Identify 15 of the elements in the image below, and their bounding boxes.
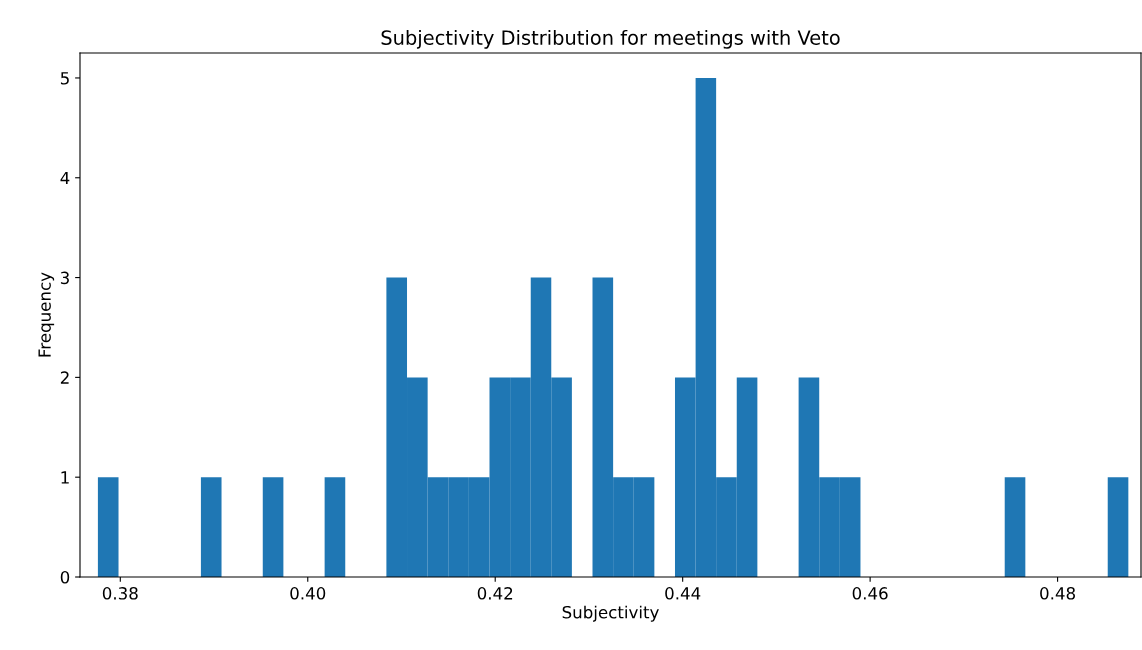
- y-tick-label: 2: [60, 371, 69, 384]
- chart-title: Subjectivity Distribution for meetings with Veto: [381, 29, 840, 49]
- y-tick-label: 5: [60, 72, 69, 85]
- x-axis-title: Subjectivity: [562, 605, 659, 622]
- x-tick-label: 0.44: [665, 587, 701, 600]
- x-tick-label: 0.42: [477, 587, 513, 600]
- y-tick-label: 1: [61, 471, 69, 484]
- y-tick-label: 3: [60, 271, 69, 285]
- y-axis-title: Frequency: [38, 272, 55, 357]
- y-tick-label: 4: [60, 171, 70, 185]
- x-tick-label: 0.46: [852, 587, 888, 600]
- x-tick-label: 0.40: [290, 587, 326, 600]
- y-tick-label: 0: [60, 570, 70, 584]
- x-tick-label: 0.48: [1040, 587, 1075, 600]
- x-tick-label: 0.38: [102, 587, 138, 600]
